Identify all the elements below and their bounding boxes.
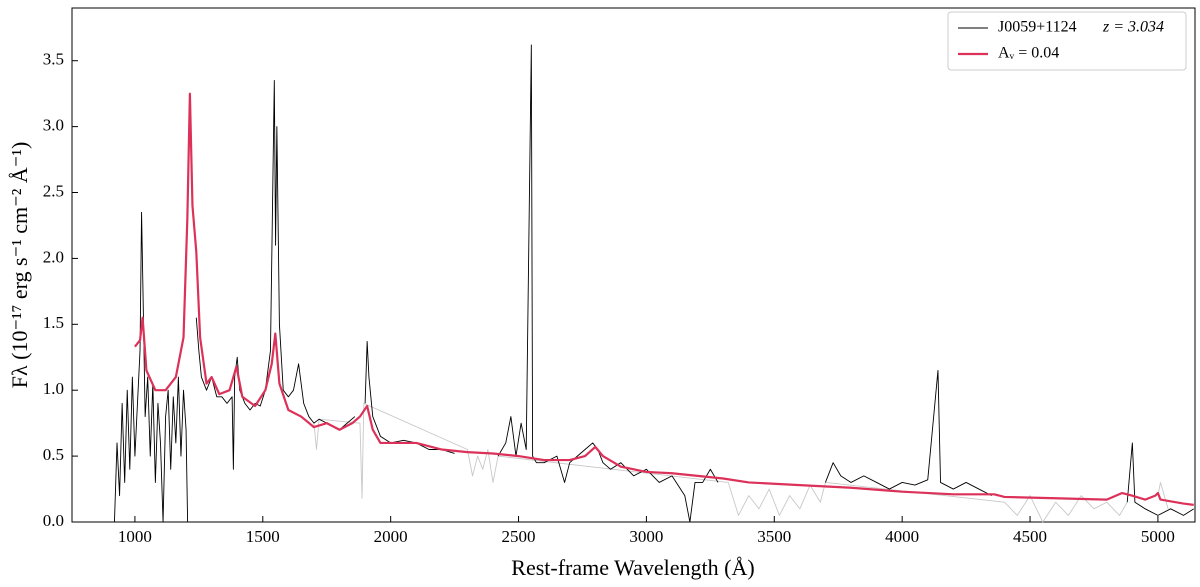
y-tick-label: 2.5 bbox=[43, 181, 64, 200]
legend-label: J0059+1124 bbox=[998, 19, 1077, 36]
x-tick-label: 3000 bbox=[629, 527, 663, 546]
plot-frame bbox=[71, 7, 1196, 523]
plot-area bbox=[114, 44, 1194, 523]
spectrum-line bbox=[134, 92, 1194, 506]
spectrum-line bbox=[313, 402, 1169, 523]
x-tick-label: 4000 bbox=[885, 527, 919, 546]
x-tick-label: 4500 bbox=[1013, 527, 1047, 546]
x-tick-label: 5000 bbox=[1141, 527, 1175, 546]
spectrum-line bbox=[114, 44, 1194, 523]
y-tick-label: 3.5 bbox=[43, 50, 64, 69]
x-tick-label: 2500 bbox=[502, 527, 536, 546]
legend: J0059+1124 z = 3.034 Aᵥ = 0.04 bbox=[947, 11, 1187, 71]
y-tick-label: 0.5 bbox=[43, 445, 64, 464]
x-tick-label: 1000 bbox=[118, 527, 152, 546]
legend-annotation: z = 3.034 bbox=[1102, 19, 1164, 36]
y-tick-label: 2.0 bbox=[43, 247, 64, 266]
x-axis-label: Rest-frame Wavelength (Å) bbox=[511, 555, 754, 580]
legend-label: Aᵥ = 0.04 bbox=[998, 45, 1059, 62]
y-tick-label: 3.0 bbox=[43, 116, 64, 135]
y-axis-label: Fλ (10⁻¹⁷ erg s⁻¹ cm⁻² Å⁻¹) bbox=[7, 142, 32, 389]
x-tick-label: 3500 bbox=[757, 527, 791, 546]
x-tick-label: 1500 bbox=[246, 527, 280, 546]
y-tick-label: 0.0 bbox=[43, 511, 64, 530]
y-tick-label: 1.5 bbox=[43, 313, 64, 332]
y-tick-label: 1.0 bbox=[43, 379, 64, 398]
x-tick-label: 2000 bbox=[374, 527, 408, 546]
legend-box bbox=[947, 11, 1187, 71]
